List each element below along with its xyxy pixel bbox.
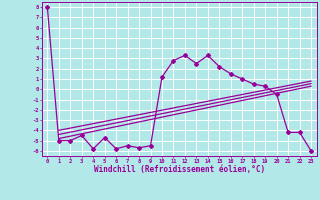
X-axis label: Windchill (Refroidissement éolien,°C): Windchill (Refroidissement éolien,°C) [94,165,265,174]
